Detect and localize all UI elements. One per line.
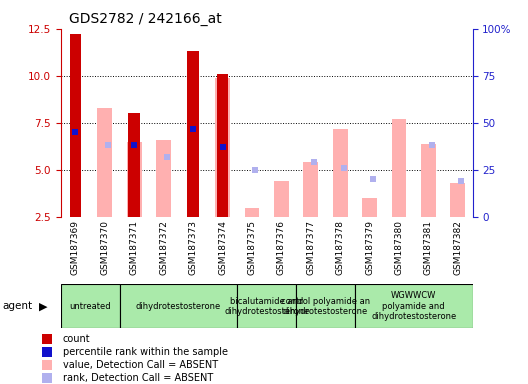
Text: ▶: ▶ bbox=[39, 301, 47, 311]
Text: count: count bbox=[63, 334, 90, 344]
Text: GSM187370: GSM187370 bbox=[100, 220, 109, 275]
Bar bbox=[187, 51, 199, 217]
Bar bbox=[304, 162, 318, 217]
Bar bbox=[421, 144, 436, 217]
Bar bbox=[237, 284, 296, 328]
Bar bbox=[392, 119, 407, 217]
Text: WGWWCW
polyamide and
dihydrotestosterone: WGWWCW polyamide and dihydrotestosterone bbox=[371, 291, 456, 321]
Text: bicalutamide and
dihydrotestosterone: bicalutamide and dihydrotestosterone bbox=[224, 296, 309, 316]
Bar bbox=[127, 142, 142, 217]
Text: percentile rank within the sample: percentile rank within the sample bbox=[63, 347, 228, 357]
Text: GSM187378: GSM187378 bbox=[336, 220, 345, 275]
Bar bbox=[156, 140, 171, 217]
Text: GSM187374: GSM187374 bbox=[218, 220, 227, 275]
Bar bbox=[355, 284, 473, 328]
Bar bbox=[98, 108, 112, 217]
Text: GSM187373: GSM187373 bbox=[188, 220, 197, 275]
Text: dihydrotestosterone: dihydrotestosterone bbox=[136, 302, 221, 311]
Bar bbox=[70, 35, 81, 217]
Bar bbox=[450, 183, 465, 217]
Text: GSM187376: GSM187376 bbox=[277, 220, 286, 275]
Bar bbox=[362, 198, 377, 217]
Text: GSM187382: GSM187382 bbox=[454, 220, 463, 275]
Text: value, Detection Call = ABSENT: value, Detection Call = ABSENT bbox=[63, 359, 218, 369]
Bar bbox=[296, 284, 355, 328]
Text: control polyamide an
dihydrotestosterone: control polyamide an dihydrotestosterone bbox=[281, 296, 370, 316]
Text: GSM187377: GSM187377 bbox=[306, 220, 315, 275]
Text: GSM187375: GSM187375 bbox=[248, 220, 257, 275]
Text: GDS2782 / 242166_at: GDS2782 / 242166_at bbox=[69, 12, 222, 26]
Bar bbox=[216, 74, 229, 217]
Bar bbox=[128, 114, 140, 217]
Text: GSM187369: GSM187369 bbox=[71, 220, 80, 275]
Bar bbox=[274, 181, 289, 217]
Text: GSM187371: GSM187371 bbox=[130, 220, 139, 275]
Bar bbox=[119, 284, 237, 328]
Bar bbox=[61, 284, 119, 328]
Text: GSM187381: GSM187381 bbox=[424, 220, 433, 275]
Text: untreated: untreated bbox=[69, 302, 111, 311]
Text: GSM187372: GSM187372 bbox=[159, 220, 168, 275]
Text: GSM187379: GSM187379 bbox=[365, 220, 374, 275]
Text: GSM187380: GSM187380 bbox=[394, 220, 403, 275]
Text: rank, Detection Call = ABSENT: rank, Detection Call = ABSENT bbox=[63, 372, 213, 382]
Text: agent: agent bbox=[3, 301, 33, 311]
Bar bbox=[215, 78, 230, 217]
Bar bbox=[333, 129, 347, 217]
Bar bbox=[244, 208, 259, 217]
